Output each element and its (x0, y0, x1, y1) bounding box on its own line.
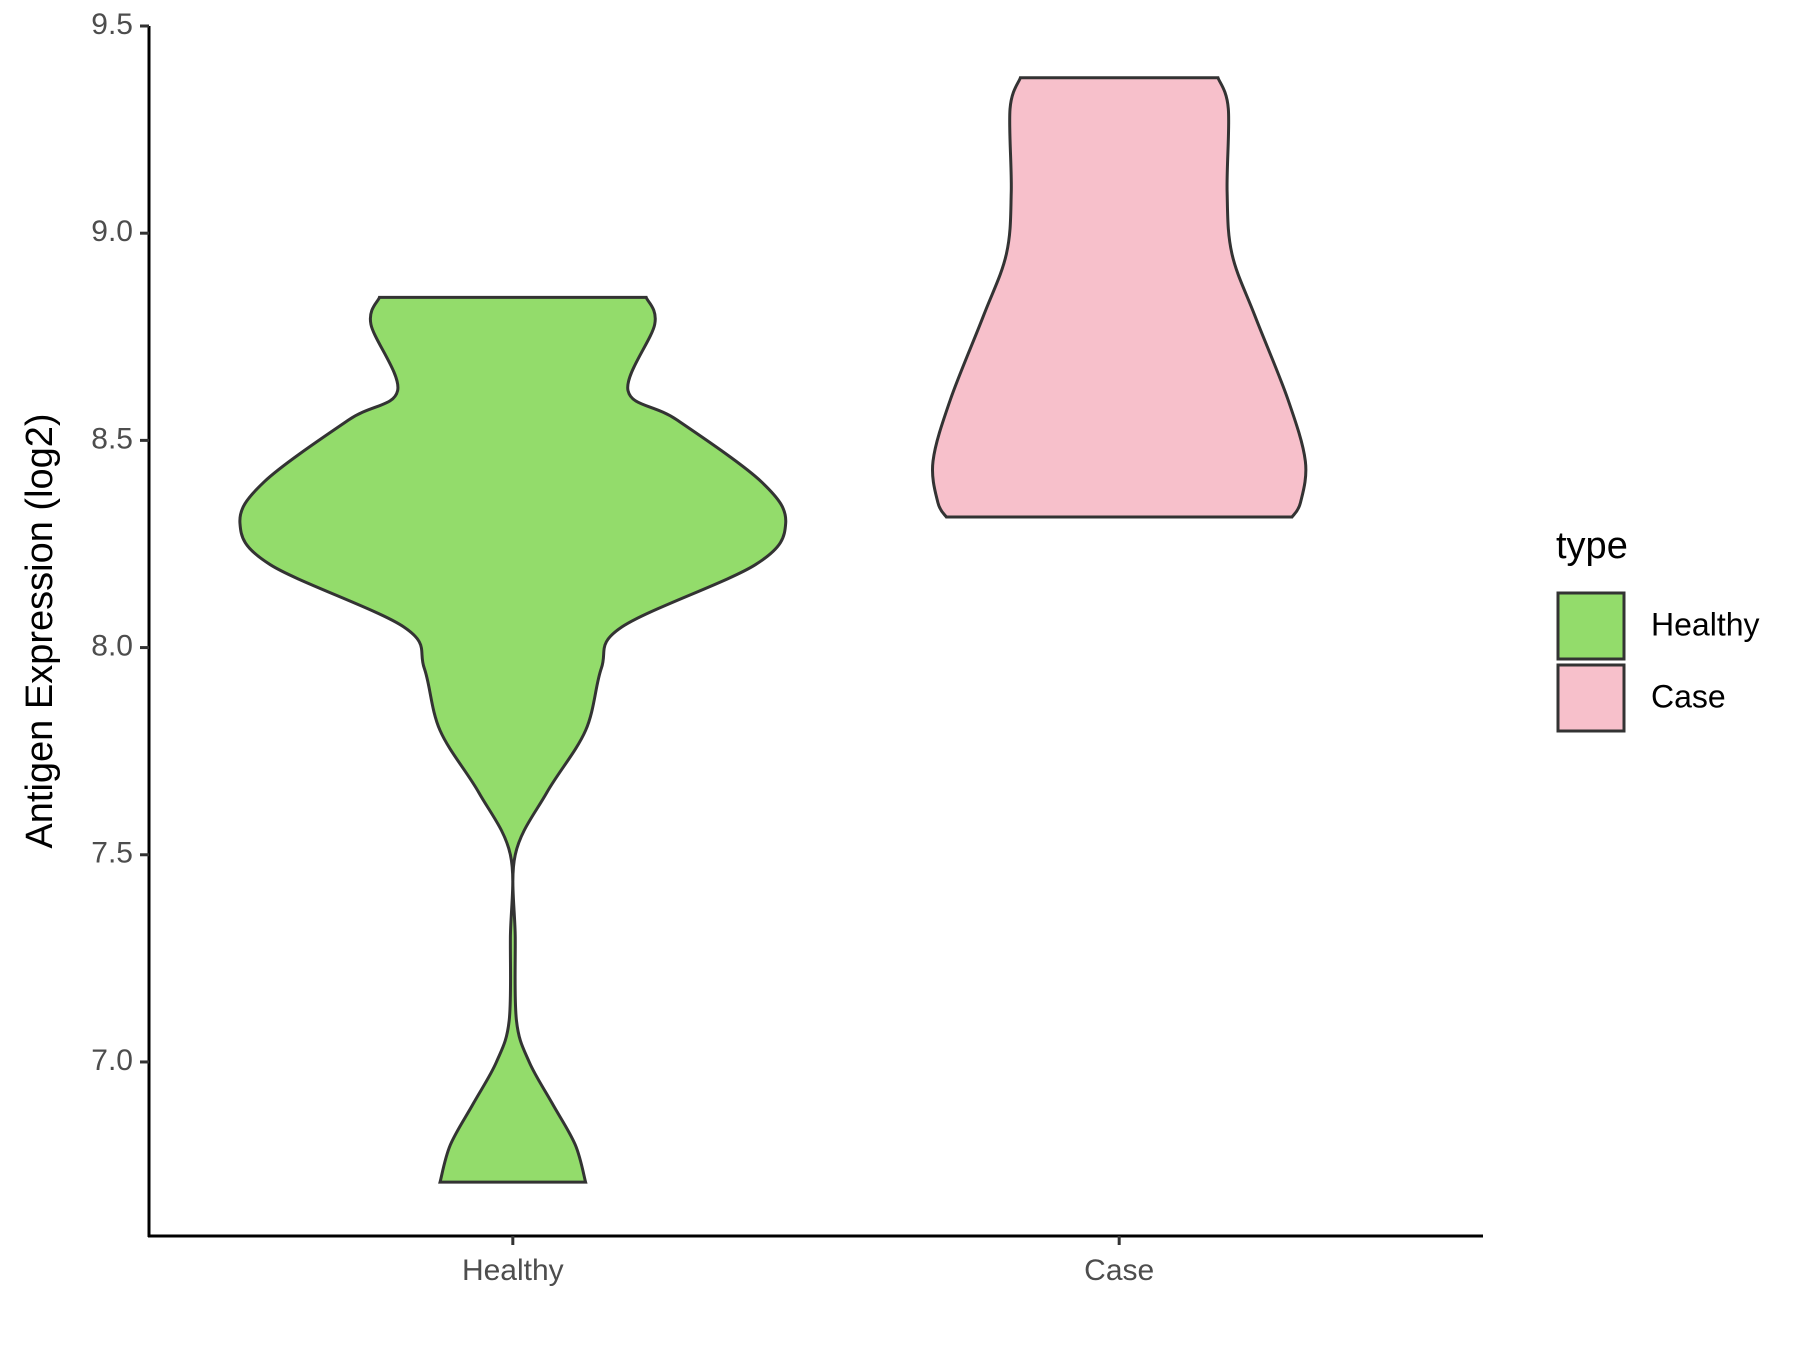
legend-key (1556, 663, 1626, 733)
legend-label: Case (1651, 678, 1726, 714)
y-tick-label: 7.5 (91, 837, 133, 870)
y-tick-label: 9.0 (91, 215, 133, 248)
y-tick-label: 8.5 (91, 422, 133, 455)
legend-key (1556, 591, 1626, 661)
y-tick-label: 8.0 (91, 629, 133, 662)
x-tick-label: Healthy (462, 1254, 564, 1287)
violin (238, 295, 788, 1184)
violin (931, 76, 1308, 519)
y-axis-title: Antigen Expression (log2) (19, 413, 61, 848)
x-tick-label: Case (1084, 1254, 1154, 1287)
y-tick-label: 7.0 (91, 1044, 133, 1077)
legend-label: Healthy (1651, 606, 1760, 642)
y-tick-label: 9.5 (91, 8, 133, 41)
legend-title: type (1556, 525, 1628, 567)
